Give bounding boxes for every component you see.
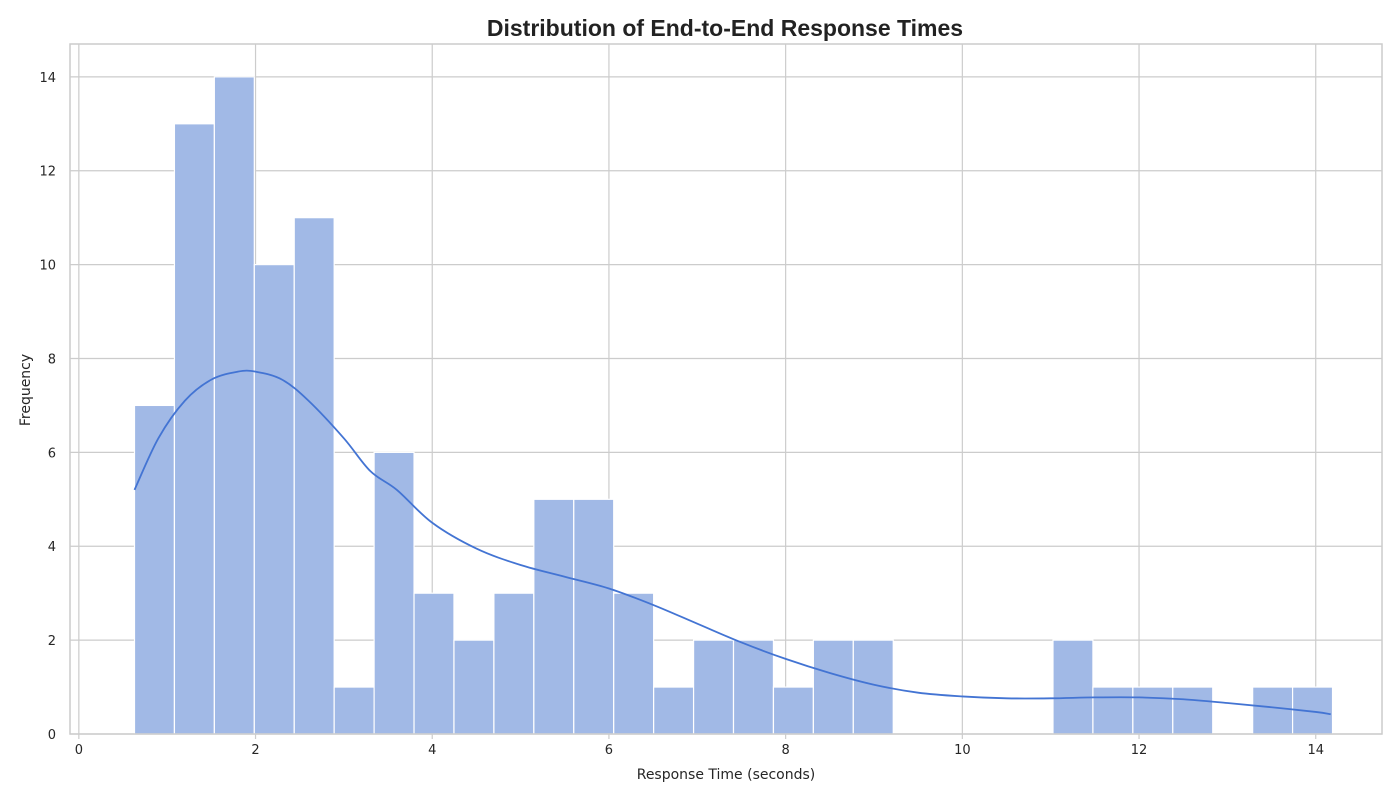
histogram-bar xyxy=(812,639,854,735)
y-tick-label: 14 xyxy=(39,71,56,86)
y-tick-label: 10 xyxy=(39,259,56,274)
y-tick-label: 6 xyxy=(48,446,56,461)
histogram-bar xyxy=(533,498,575,735)
histogram-bar xyxy=(573,498,615,735)
histogram-bar xyxy=(333,686,375,735)
histogram-bar xyxy=(732,639,775,735)
histogram-bar xyxy=(1092,686,1134,735)
x-axis-label: Response Time (seconds) xyxy=(637,767,816,783)
bars-layer xyxy=(133,76,1334,735)
kde-curve xyxy=(133,369,1331,716)
histogram-bar xyxy=(133,404,176,735)
y-tick-label: 12 xyxy=(39,165,56,180)
histogram-bar xyxy=(1252,686,1294,735)
histogram-bar xyxy=(293,217,335,735)
histogram-bar xyxy=(453,639,495,735)
histogram-bar xyxy=(493,592,535,735)
histogram-bar xyxy=(1172,686,1214,735)
x-tick-label: 14 xyxy=(1307,743,1324,758)
x-tick-label: 12 xyxy=(1131,743,1148,758)
x-tick-label: 0 xyxy=(75,743,83,758)
y-axis-ticks: 0 2 4 6 8 10 12 14 xyxy=(39,71,56,743)
x-tick-label: 2 xyxy=(251,743,259,758)
y-tick-label: 2 xyxy=(48,634,56,649)
histogram-bar xyxy=(613,592,655,735)
histogram-bar xyxy=(373,451,415,735)
y-tick-label: 4 xyxy=(48,540,56,555)
histogram-bar xyxy=(772,686,814,735)
x-axis-ticks: 0 2 4 6 8 10 12 14 xyxy=(75,734,1324,758)
x-tick-label: 4 xyxy=(428,743,436,758)
histogram-bar xyxy=(1052,639,1094,735)
chart-title: Distribution of End-to-End Response Time… xyxy=(487,15,963,41)
x-tick-label: 8 xyxy=(781,743,789,758)
y-tick-label: 8 xyxy=(48,352,56,367)
histogram-bar xyxy=(253,264,295,735)
x-tick-label: 6 xyxy=(605,743,613,758)
kde-layer xyxy=(133,369,1331,716)
y-tick-label: 0 xyxy=(48,728,56,743)
histogram-bar xyxy=(213,76,255,735)
histogram-bar xyxy=(653,686,695,735)
histogram-bar xyxy=(413,592,455,735)
plot-frame xyxy=(69,43,1383,735)
histogram-bar xyxy=(173,123,215,735)
histogram-bar xyxy=(692,639,735,735)
histogram-bar xyxy=(1132,686,1174,735)
y-axis-label: Frequency xyxy=(18,354,34,426)
x-tick-label: 10 xyxy=(954,743,971,758)
